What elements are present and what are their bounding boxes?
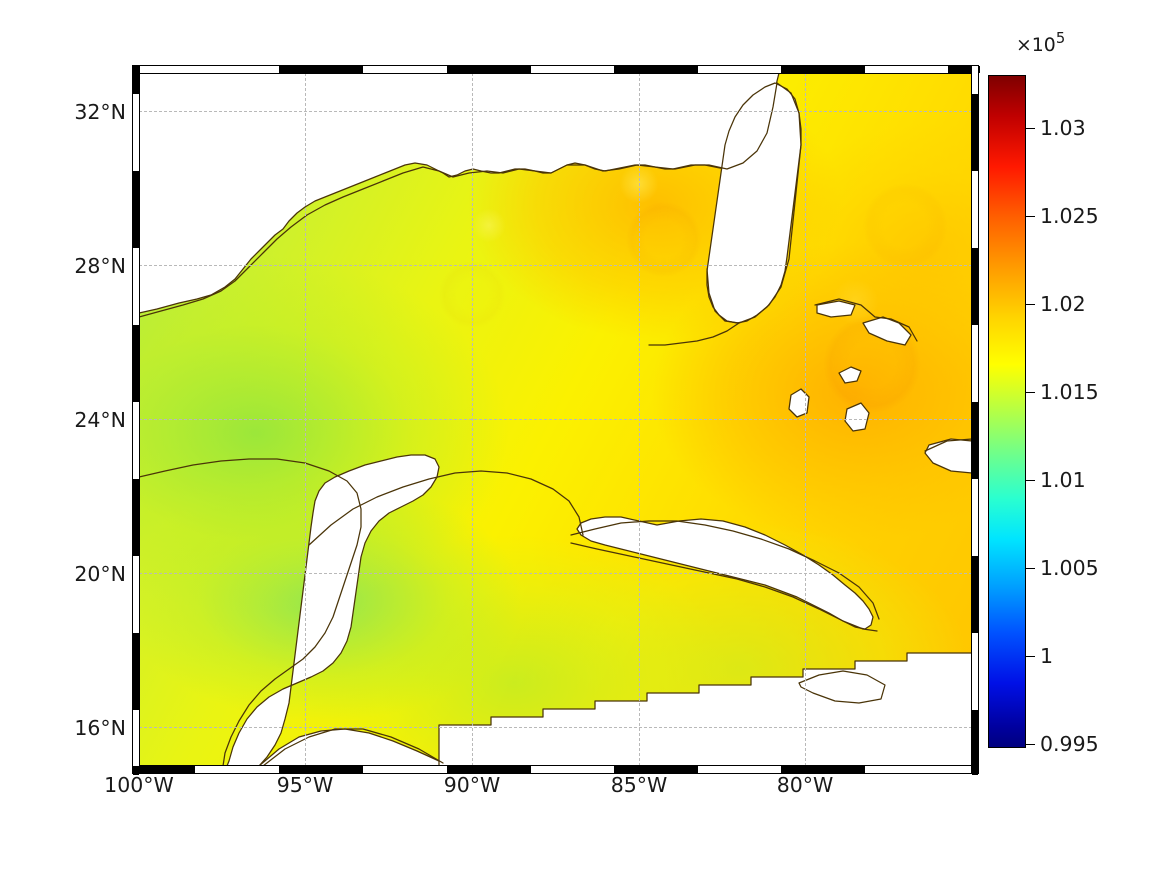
xtick-label-80w: 80°W (776, 773, 834, 797)
colorbar-label-1-015: 1.015 (1040, 380, 1099, 404)
colorbar-label-1-03: 1.03 (1040, 116, 1086, 140)
colorbar-multiplier: ×10 (1016, 33, 1056, 56)
ytick-label-28n: 28°N (74, 254, 126, 278)
colorbar-label-1-02: 1.02 (1040, 292, 1086, 316)
ytick-label-20n: 20°N (74, 562, 126, 586)
colorbar-label-1: 1 (1040, 644, 1054, 668)
colorbar-label-1-01: 1.01 (1040, 468, 1086, 492)
xtick-label-100w: 100°W (104, 773, 174, 797)
colorbar-tick-4 (1026, 392, 1035, 393)
colorbar-label-1-025: 1.025 (1040, 204, 1099, 228)
map-axes[interactable] (139, 73, 972, 766)
gridline-lon-95 (305, 73, 306, 766)
gridline-lat-24 (139, 419, 972, 420)
colorbar-exponent-label: ×105 (1016, 30, 1065, 56)
gridline-lon-80 (805, 73, 806, 766)
colorbar[interactable] (988, 75, 1026, 748)
ytick-label-24n: 24°N (74, 408, 126, 432)
gridline-lat-20 (139, 573, 972, 574)
colorbar-tick-7 (1026, 656, 1035, 657)
colorbar-tick-2 (1026, 216, 1035, 217)
map-border-right-checker (971, 65, 979, 775)
xtick-label-85w: 85°W (610, 773, 668, 797)
colorbar-tick-1 (1026, 128, 1035, 129)
colorbar-tick-8 (1026, 744, 1035, 745)
gridline-lon-85 (639, 73, 640, 766)
colorbar-tick-3 (1026, 304, 1035, 305)
colorbar-exponent-power: 5 (1055, 30, 1066, 47)
map-border-top-checker (132, 65, 980, 74)
gridline-lat-16 (139, 727, 972, 728)
ytick-label-16n: 16°N (74, 716, 126, 740)
colorbar-label-0-995: 0.995 (1040, 732, 1099, 756)
map-border-left-checker (132, 65, 140, 775)
xtick-label-95w: 95°W (276, 773, 334, 797)
colorbar-tick-5 (1026, 480, 1035, 481)
gridline-lat-28 (139, 265, 972, 266)
xtick-label-90w: 90°W (443, 773, 501, 797)
gridline-lon-90 (472, 73, 473, 766)
gridline-lat-32 (139, 111, 972, 112)
ytick-label-32n: 32°N (74, 100, 126, 124)
colorbar-label-1-005: 1.005 (1040, 556, 1099, 580)
map-plot-area[interactable] (139, 73, 972, 766)
colorbar-tick-6 (1026, 568, 1035, 569)
